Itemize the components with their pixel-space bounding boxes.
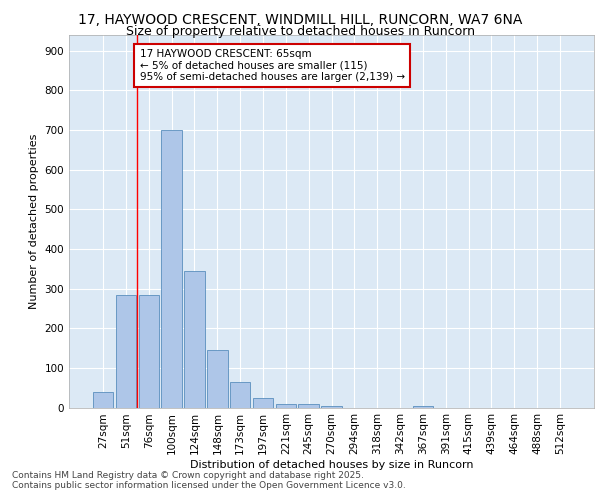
Bar	[116, 294, 136, 408]
Text: 17 HAYWOOD CRESCENT: 65sqm
← 5% of detached houses are smaller (115)
95% of semi: 17 HAYWOOD CRESCENT: 65sqm ← 5% of detac…	[140, 49, 405, 82]
Bar	[275, 404, 296, 407]
Bar	[161, 130, 182, 407]
Bar	[253, 398, 273, 407]
Bar	[413, 406, 433, 407]
Bar	[93, 392, 113, 407]
Y-axis label: Number of detached properties: Number of detached properties	[29, 134, 39, 309]
Bar	[298, 404, 319, 407]
Bar	[207, 350, 227, 408]
Text: 17, HAYWOOD CRESCENT, WINDMILL HILL, RUNCORN, WA7 6NA: 17, HAYWOOD CRESCENT, WINDMILL HILL, RUN…	[78, 12, 522, 26]
Bar	[230, 382, 250, 407]
Bar	[321, 406, 342, 407]
Text: Size of property relative to detached houses in Runcorn: Size of property relative to detached ho…	[125, 25, 475, 38]
X-axis label: Distribution of detached houses by size in Runcorn: Distribution of detached houses by size …	[190, 460, 473, 470]
Text: Contains HM Land Registry data © Crown copyright and database right 2025.
Contai: Contains HM Land Registry data © Crown c…	[12, 470, 406, 490]
Bar	[139, 294, 159, 408]
Bar	[184, 271, 205, 407]
